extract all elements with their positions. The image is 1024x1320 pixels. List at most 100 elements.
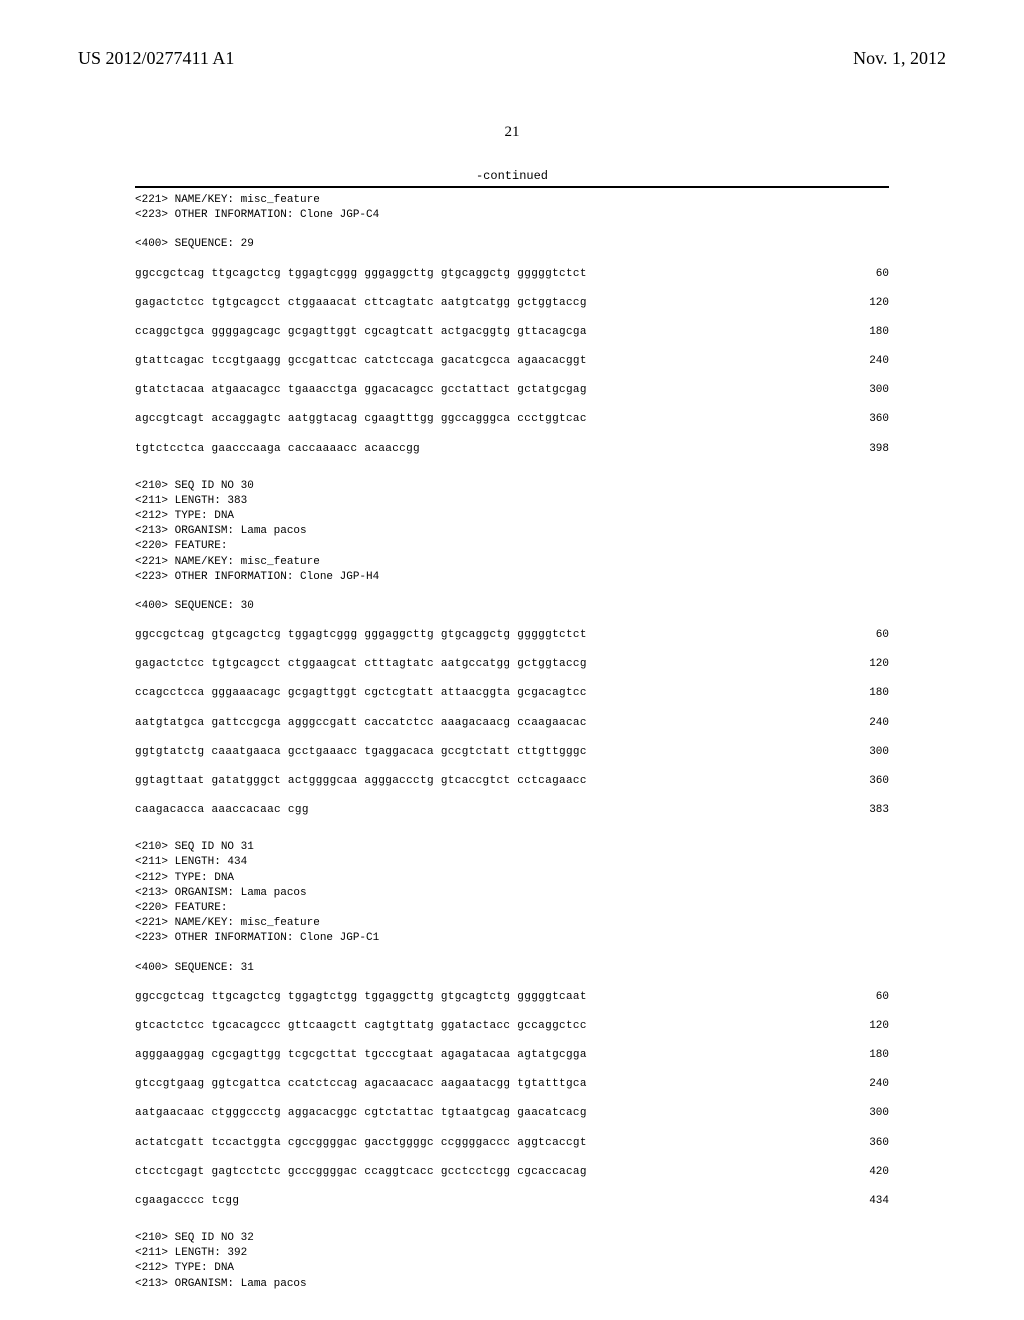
sequence-text: ggccgctcag ttgcagctcg tggagtctgg tggaggc…	[135, 990, 587, 1005]
sequence-text: aatgtatgca gattccgcga agggccgatt caccatc…	[135, 716, 587, 731]
sequence-query: <400> SEQUENCE: 29	[135, 237, 889, 252]
sequence-position: 240	[869, 354, 889, 369]
sequence-row: agggaaggag cgcgagttgg tcgcgcttat tgcccgt…	[135, 1048, 889, 1063]
sequence-text: agccgtcagt accaggagtc aatggtacag cgaagtt…	[135, 412, 587, 427]
sequence-metadata: <221> NAME/KEY: misc_feature<223> OTHER …	[135, 193, 889, 223]
sequence-text: gtattcagac tccgtgaagg gccgattcac catctcc…	[135, 354, 587, 369]
sequence-text: cgaagacccc tcgg	[135, 1194, 239, 1209]
metadata-line: <220> FEATURE:	[135, 539, 889, 554]
metadata-line: <212> TYPE: DNA	[135, 1261, 889, 1276]
sequence-position: 360	[869, 1136, 889, 1151]
sequence-row: caagacacca aaaccacaac cgg 383	[135, 803, 889, 818]
sequence-position: 120	[869, 296, 889, 311]
sequence-position: 300	[869, 745, 889, 760]
sequence-row: agccgtcagt accaggagtc aatggtacag cgaagtt…	[135, 412, 889, 427]
sequence-row: ggtagttaat gatatgggct actggggcaa agggacc…	[135, 774, 889, 789]
metadata-line: <223> OTHER INFORMATION: Clone JGP-H4	[135, 570, 889, 585]
metadata-line: <211> LENGTH: 392	[135, 1246, 889, 1261]
sequence-text: ccagcctcca gggaaacagc gcgagttggt cgctcgt…	[135, 686, 587, 701]
metadata-line: <213> ORGANISM: Lama pacos	[135, 886, 889, 901]
sequence-text: gtatctacaa atgaacagcc tgaaacctga ggacaca…	[135, 383, 587, 398]
metadata-line: <210> SEQ ID NO 31	[135, 840, 889, 855]
sequence-position: 434	[869, 1194, 889, 1209]
metadata-line: <220> FEATURE:	[135, 901, 889, 916]
sequence-row: ggccgctcag ttgcagctcg tggagtctgg tggaggc…	[135, 990, 889, 1005]
sequence-text: gagactctcc tgtgcagcct ctggaagcat ctttagt…	[135, 657, 587, 672]
sequence-row: ggccgctcag ttgcagctcg tggagtcggg gggaggc…	[135, 267, 889, 282]
publication-number: US 2012/0277411 A1	[78, 48, 234, 69]
sequence-row: actatcgatt tccactggta cgccggggac gacctgg…	[135, 1136, 889, 1151]
sequence-position: 60	[876, 990, 889, 1005]
sequence-text: ggtgtatctg caaatgaaca gcctgaaacc tgaggac…	[135, 745, 587, 760]
sequence-position: 180	[869, 686, 889, 701]
metadata-line: <221> NAME/KEY: misc_feature	[135, 555, 889, 570]
sequence-row: tgtctcctca gaacccaaga caccaaaacc acaaccg…	[135, 442, 889, 457]
sequence-position: 240	[869, 1077, 889, 1092]
sequence-text: gtcactctcc tgcacagccc gttcaagctt cagtgtt…	[135, 1019, 587, 1034]
metadata-line: <212> TYPE: DNA	[135, 871, 889, 886]
metadata-line: <213> ORGANISM: Lama pacos	[135, 524, 889, 539]
sequence-text: agggaaggag cgcgagttgg tcgcgcttat tgcccgt…	[135, 1048, 587, 1063]
sequence-position: 120	[869, 1019, 889, 1034]
divider-line	[135, 186, 889, 188]
sequence-query: <400> SEQUENCE: 30	[135, 599, 889, 614]
sequence-query: <400> SEQUENCE: 31	[135, 961, 889, 976]
sequence-text: ggtagttaat gatatgggct actggggcaa agggacc…	[135, 774, 587, 789]
sequence-position: 60	[876, 628, 889, 643]
sequence-text: ggccgctcag ttgcagctcg tggagtcggg gggaggc…	[135, 267, 587, 282]
sequence-position: 360	[869, 412, 889, 427]
sequence-row: gtattcagac tccgtgaagg gccgattcac catctcc…	[135, 354, 889, 369]
sequence-metadata: <210> SEQ ID NO 30<211> LENGTH: 383<212>…	[135, 479, 889, 585]
metadata-line: <223> OTHER INFORMATION: Clone JGP-C1	[135, 931, 889, 946]
sequence-position: 383	[869, 803, 889, 818]
sequence-text: ggccgctcag gtgcagctcg tggagtcggg gggaggc…	[135, 628, 587, 643]
sequence-row: ggtgtatctg caaatgaaca gcctgaaacc tgaggac…	[135, 745, 889, 760]
page-number: 21	[0, 124, 1024, 141]
sequence-position: 120	[869, 657, 889, 672]
sequence-text: aatgaacaac ctgggccctg aggacacggc cgtctat…	[135, 1106, 587, 1121]
sequence-position: 300	[869, 1106, 889, 1121]
sequence-position: 240	[869, 716, 889, 731]
sequence-position: 398	[869, 442, 889, 457]
sequence-row: aatgtatgca gattccgcga agggccgatt caccatc…	[135, 716, 889, 731]
sequence-row: aatgaacaac ctgggccctg aggacacggc cgtctat…	[135, 1106, 889, 1121]
sequence-metadata: <210> SEQ ID NO 31<211> LENGTH: 434<212>…	[135, 840, 889, 946]
metadata-line: <213> ORGANISM: Lama pacos	[135, 1277, 889, 1292]
sequence-text: ctcctcgagt gagtcctctc gcccggggac ccaggtc…	[135, 1165, 587, 1180]
sequence-text: caagacacca aaaccacaac cgg	[135, 803, 309, 818]
metadata-line: <223> OTHER INFORMATION: Clone JGP-C4	[135, 208, 889, 223]
sequence-position: 60	[876, 267, 889, 282]
sequence-row: gagactctcc tgtgcagcct ctggaaacat cttcagt…	[135, 296, 889, 311]
sequence-position: 180	[869, 325, 889, 340]
sequence-text: actatcgatt tccactggta cgccggggac gacctgg…	[135, 1136, 587, 1151]
metadata-line: <211> LENGTH: 383	[135, 494, 889, 509]
metadata-line: <221> NAME/KEY: misc_feature	[135, 916, 889, 931]
sequence-position: 300	[869, 383, 889, 398]
sequence-row: gtcactctcc tgcacagccc gttcaagctt cagtgtt…	[135, 1019, 889, 1034]
sequence-row: ccagcctcca gggaaacagc gcgagttggt cgctcgt…	[135, 686, 889, 701]
sequence-position: 360	[869, 774, 889, 789]
publication-date: Nov. 1, 2012	[853, 48, 946, 69]
sequence-row: ggccgctcag gtgcagctcg tggagtcggg gggaggc…	[135, 628, 889, 643]
sequence-text: ccaggctgca ggggagcagc gcgagttggt cgcagtc…	[135, 325, 587, 340]
sequence-text: gtccgtgaag ggtcgattca ccatctccag agacaac…	[135, 1077, 587, 1092]
continued-label: -continued	[0, 169, 1024, 183]
sequence-content: <221> NAME/KEY: misc_feature<223> OTHER …	[0, 193, 1024, 1292]
sequence-row: gtatctacaa atgaacagcc tgaaacctga ggacaca…	[135, 383, 889, 398]
page-header: US 2012/0277411 A1 Nov. 1, 2012	[0, 0, 1024, 69]
metadata-line: <211> LENGTH: 434	[135, 855, 889, 870]
sequence-text: gagactctcc tgtgcagcct ctggaaacat cttcagt…	[135, 296, 587, 311]
sequence-row: gagactctcc tgtgcagcct ctggaagcat ctttagt…	[135, 657, 889, 672]
sequence-row: ctcctcgagt gagtcctctc gcccggggac ccaggtc…	[135, 1165, 889, 1180]
sequence-text: tgtctcctca gaacccaaga caccaaaacc acaaccg…	[135, 442, 420, 457]
sequence-position: 420	[869, 1165, 889, 1180]
metadata-line: <210> SEQ ID NO 30	[135, 479, 889, 494]
sequence-row: cgaagacccc tcgg 434	[135, 1194, 889, 1209]
metadata-line: <210> SEQ ID NO 32	[135, 1231, 889, 1246]
sequence-position: 180	[869, 1048, 889, 1063]
metadata-line: <221> NAME/KEY: misc_feature	[135, 193, 889, 208]
metadata-line: <212> TYPE: DNA	[135, 509, 889, 524]
sequence-row: gtccgtgaag ggtcgattca ccatctccag agacaac…	[135, 1077, 889, 1092]
sequence-row: ccaggctgca ggggagcagc gcgagttggt cgcagtc…	[135, 325, 889, 340]
sequence-metadata: <210> SEQ ID NO 32<211> LENGTH: 392<212>…	[135, 1231, 889, 1292]
